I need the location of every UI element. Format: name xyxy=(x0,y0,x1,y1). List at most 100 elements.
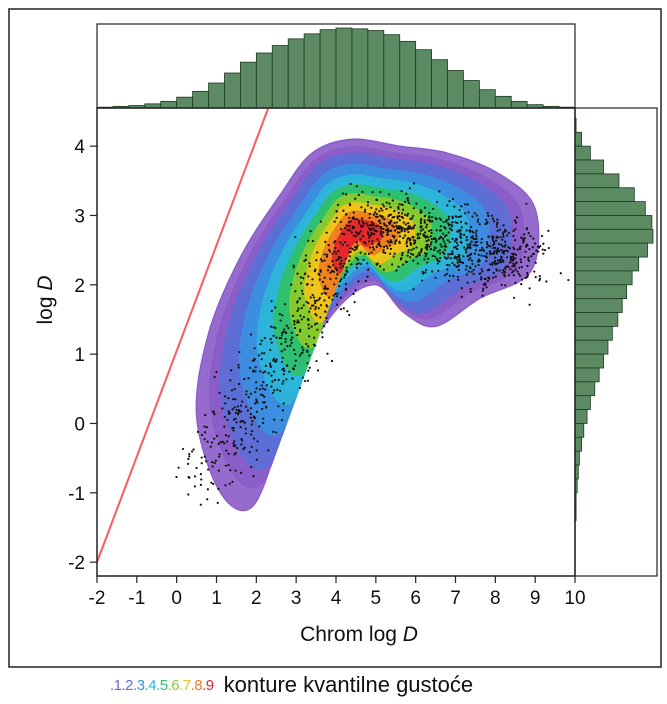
scatter-point xyxy=(284,337,287,341)
scatter-point xyxy=(233,388,236,391)
scatter-point xyxy=(493,259,497,263)
scatter-point xyxy=(251,359,254,362)
scatter-point xyxy=(435,218,438,221)
scatter-point xyxy=(498,258,502,262)
scatter-point xyxy=(354,197,357,200)
scatter-point xyxy=(270,309,273,313)
scatter-point xyxy=(450,228,453,231)
scatter-point xyxy=(306,362,309,365)
scatter-point xyxy=(254,366,257,369)
scatter-point xyxy=(346,310,349,313)
scatter-point xyxy=(283,348,286,351)
scatter-point xyxy=(313,270,316,273)
density-contour xyxy=(338,222,376,263)
right-histogram-bar xyxy=(574,242,648,258)
scatter-point xyxy=(428,211,431,214)
scatter-point xyxy=(383,223,386,226)
scatter-point xyxy=(316,328,319,331)
scatter-point xyxy=(309,296,312,299)
scatter-point xyxy=(489,251,492,254)
scatter-point xyxy=(398,203,401,206)
scatter-point xyxy=(177,466,180,469)
scatter-point xyxy=(308,366,311,369)
scatter-point xyxy=(451,237,454,240)
scatter-point xyxy=(242,420,245,423)
scatter-point xyxy=(258,425,261,428)
scatter-point xyxy=(512,259,515,262)
scatter-point xyxy=(203,438,206,441)
scatter-point xyxy=(392,236,396,239)
scatter-point xyxy=(244,432,247,435)
scatter-point xyxy=(416,234,420,237)
scatter-point xyxy=(469,242,472,245)
scatter-point xyxy=(290,341,293,344)
scatter-point xyxy=(234,452,237,455)
scatter-point xyxy=(362,258,365,261)
scatter-point xyxy=(263,401,266,404)
scatter-point xyxy=(464,203,467,206)
x-tick-label: 8 xyxy=(490,588,501,609)
scatter-point xyxy=(336,292,339,295)
scatter-point xyxy=(346,229,349,232)
scatter-point xyxy=(263,352,266,355)
scatter-point xyxy=(335,259,338,262)
x-tick-label: 7 xyxy=(450,588,461,609)
scatter-point xyxy=(395,226,399,230)
scatter-point xyxy=(472,273,475,276)
scatter-point xyxy=(474,244,478,247)
top-histogram-bar xyxy=(303,33,321,109)
scatter-point xyxy=(262,380,265,384)
x-tick-label: 6 xyxy=(410,588,421,609)
scatter-point xyxy=(412,247,415,250)
scatter-point xyxy=(267,372,270,375)
scatter-point xyxy=(512,234,515,238)
scatter-point xyxy=(261,407,264,411)
scatter-point xyxy=(493,261,496,265)
scatter-point xyxy=(495,225,499,228)
scatter-point xyxy=(339,280,342,283)
scatter-point xyxy=(504,243,507,247)
scatter-point xyxy=(487,214,490,217)
scatter-point xyxy=(518,247,521,250)
scatter-point xyxy=(226,440,229,443)
scatter-point xyxy=(313,336,316,339)
scatter-point xyxy=(525,202,528,205)
contour-level-label: .8 xyxy=(190,676,203,694)
scatter-point xyxy=(252,369,255,372)
scatter-point xyxy=(292,264,295,267)
scatter-point xyxy=(451,220,454,224)
contour-level-label: .2 xyxy=(121,676,134,694)
scatter-point xyxy=(480,268,483,271)
right-histogram-bar xyxy=(574,353,604,369)
scatter-point xyxy=(519,261,523,264)
scatter-point xyxy=(402,236,405,240)
contour-level-label: .7 xyxy=(179,676,191,694)
scatter-point xyxy=(423,258,426,261)
scatter-point xyxy=(316,251,319,254)
scatter-point xyxy=(221,407,224,410)
scatter-point xyxy=(528,247,531,251)
scatter-point xyxy=(294,353,297,356)
scatter-point xyxy=(324,285,327,288)
scatter-point xyxy=(430,232,433,235)
scatter-point xyxy=(195,466,198,470)
scatter-point xyxy=(277,378,280,381)
right-histogram-bar xyxy=(574,381,596,397)
scatter-point xyxy=(402,221,405,224)
right-histogram-bar xyxy=(574,298,623,313)
scatter-point xyxy=(319,258,323,261)
scatter-point xyxy=(336,203,340,206)
scatter-point xyxy=(285,324,288,327)
scatter-point xyxy=(200,456,203,459)
scatter-point xyxy=(315,259,318,262)
scatter-point xyxy=(403,230,406,233)
scatter-point xyxy=(465,273,468,276)
scatter-point xyxy=(451,262,454,265)
scatter-point xyxy=(507,274,511,277)
scatter-point xyxy=(332,270,336,273)
scatter-point xyxy=(516,248,519,251)
scatter-point xyxy=(368,212,371,216)
scatter-point xyxy=(466,281,469,284)
scatter-point xyxy=(359,251,362,254)
scatter-point xyxy=(293,364,297,367)
